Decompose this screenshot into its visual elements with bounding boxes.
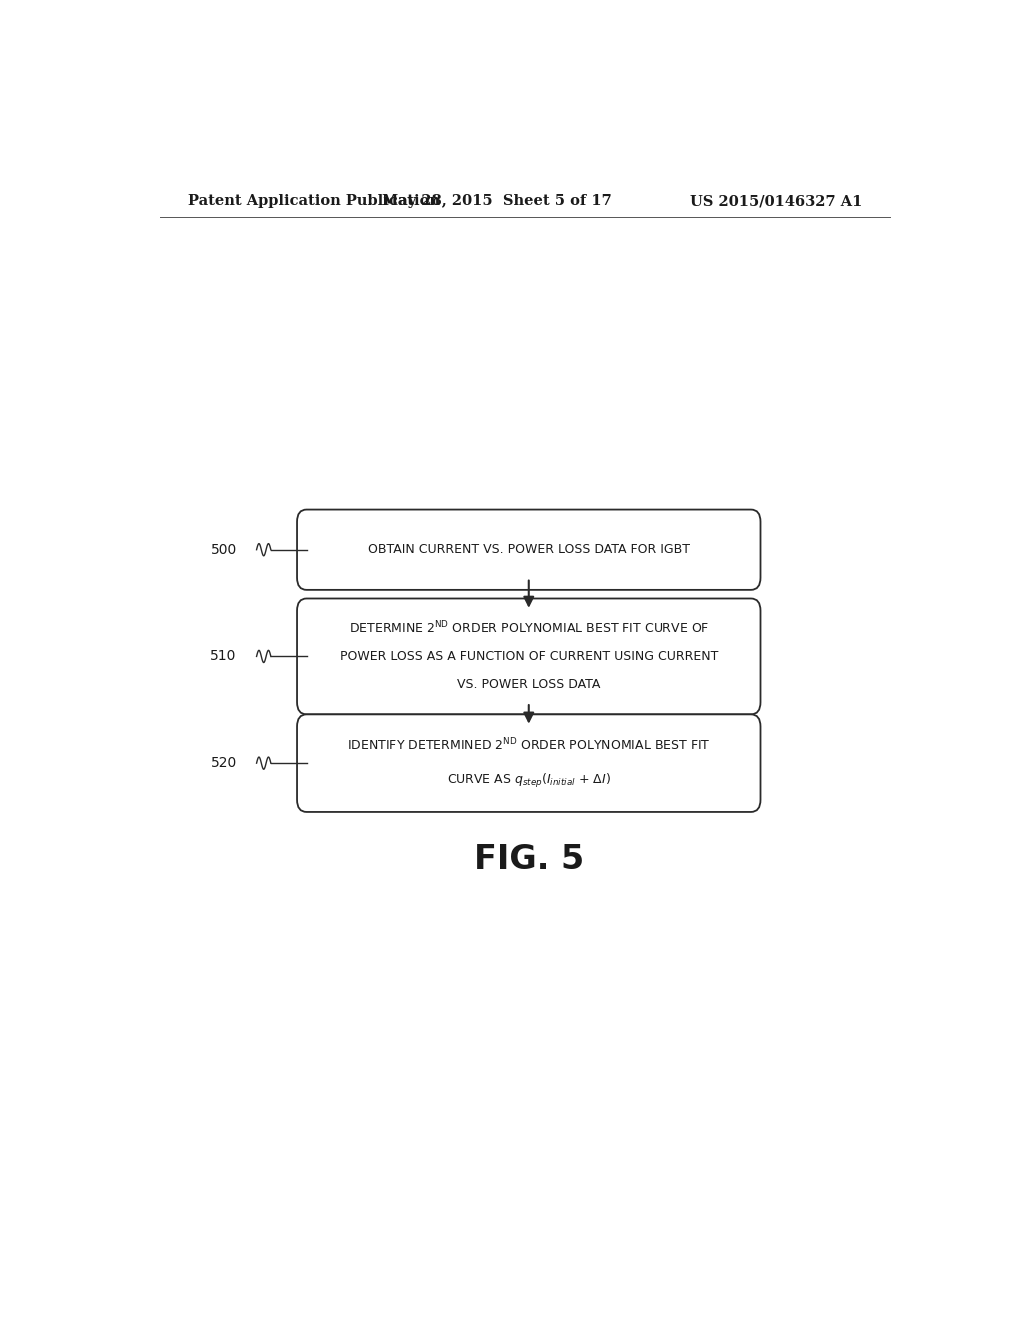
FancyBboxPatch shape [297, 714, 761, 812]
FancyBboxPatch shape [297, 510, 761, 590]
Text: POWER LOSS AS A FUNCTION OF CURRENT USING CURRENT: POWER LOSS AS A FUNCTION OF CURRENT USIN… [340, 649, 718, 663]
Text: 510: 510 [210, 649, 237, 664]
Text: 500: 500 [211, 543, 237, 557]
Text: CURVE AS $q_{\mathit{step}}$($\mathit{I}_{\mathit{initial}}$ + $\Delta \mathit{I: CURVE AS $q_{\mathit{step}}$($\mathit{I}… [446, 772, 610, 791]
Text: US 2015/0146327 A1: US 2015/0146327 A1 [690, 194, 862, 209]
Text: May 28, 2015  Sheet 5 of 17: May 28, 2015 Sheet 5 of 17 [382, 194, 612, 209]
Text: OBTAIN CURRENT VS. POWER LOSS DATA FOR IGBT: OBTAIN CURRENT VS. POWER LOSS DATA FOR I… [368, 544, 690, 556]
Text: DETERMINE 2$^{\mathregular{ND}}$ ORDER POLYNOMIAL BEST FIT CURVE OF: DETERMINE 2$^{\mathregular{ND}}$ ORDER P… [348, 619, 709, 636]
Text: FIG. 5: FIG. 5 [474, 843, 584, 876]
Text: IDENTIFY DETERMINED 2$^{\mathregular{ND}}$ ORDER POLYNOMIAL BEST FIT: IDENTIFY DETERMINED 2$^{\mathregular{ND}… [347, 737, 711, 754]
Text: VS. POWER LOSS DATA: VS. POWER LOSS DATA [457, 678, 600, 692]
Text: 520: 520 [211, 756, 237, 770]
FancyBboxPatch shape [297, 598, 761, 714]
Text: Patent Application Publication: Patent Application Publication [187, 194, 439, 209]
